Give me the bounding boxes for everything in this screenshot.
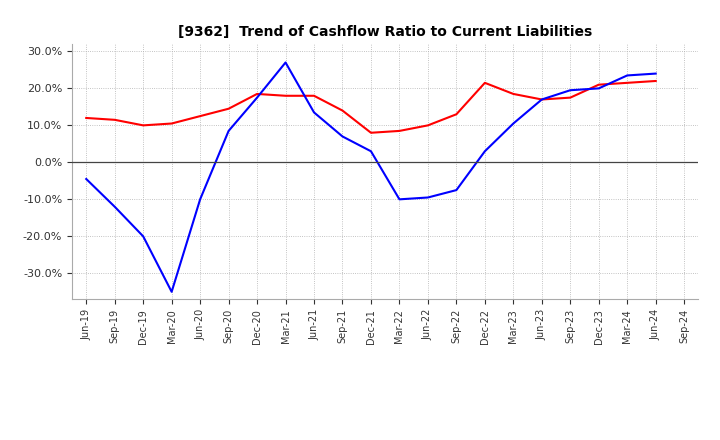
Operating CF to Current Liabilities xyxy=(253,91,261,96)
Free CF to Current Liabilities xyxy=(537,97,546,102)
Title: [9362]  Trend of Cashflow Ratio to Current Liabilities: [9362] Trend of Cashflow Ratio to Curren… xyxy=(178,25,593,39)
Operating CF to Current Liabilities xyxy=(595,82,603,87)
Operating CF to Current Liabilities xyxy=(452,112,461,117)
Free CF to Current Liabilities xyxy=(509,121,518,126)
Free CF to Current Liabilities xyxy=(623,73,631,78)
Line: Operating CF to Current Liabilities: Operating CF to Current Liabilities xyxy=(86,81,656,133)
Legend: Operating CF to Current Liabilities, Free CF to Current Liabilities: Operating CF to Current Liabilities, Fre… xyxy=(162,437,608,440)
Free CF to Current Liabilities xyxy=(196,197,204,202)
Free CF to Current Liabilities xyxy=(139,234,148,239)
Operating CF to Current Liabilities xyxy=(395,128,404,134)
Free CF to Current Liabilities xyxy=(82,176,91,182)
Free CF to Current Liabilities xyxy=(423,195,432,200)
Operating CF to Current Liabilities xyxy=(110,117,119,122)
Free CF to Current Liabilities xyxy=(282,60,290,65)
Free CF to Current Liabilities xyxy=(225,128,233,134)
Free CF to Current Liabilities xyxy=(566,88,575,93)
Free CF to Current Liabilities xyxy=(452,187,461,193)
Free CF to Current Liabilities xyxy=(110,204,119,209)
Free CF to Current Liabilities xyxy=(167,289,176,294)
Operating CF to Current Liabilities xyxy=(338,108,347,113)
Free CF to Current Liabilities xyxy=(595,86,603,91)
Operating CF to Current Liabilities xyxy=(509,91,518,96)
Free CF to Current Liabilities xyxy=(310,110,318,115)
Operating CF to Current Liabilities xyxy=(566,95,575,100)
Free CF to Current Liabilities xyxy=(395,197,404,202)
Line: Free CF to Current Liabilities: Free CF to Current Liabilities xyxy=(86,62,656,292)
Operating CF to Current Liabilities xyxy=(652,78,660,84)
Free CF to Current Liabilities xyxy=(480,149,489,154)
Operating CF to Current Liabilities xyxy=(167,121,176,126)
Operating CF to Current Liabilities xyxy=(623,80,631,85)
Free CF to Current Liabilities xyxy=(366,149,375,154)
Free CF to Current Liabilities xyxy=(652,71,660,76)
Operating CF to Current Liabilities xyxy=(225,106,233,111)
Operating CF to Current Liabilities xyxy=(310,93,318,99)
Free CF to Current Liabilities xyxy=(253,95,261,100)
Operating CF to Current Liabilities xyxy=(282,93,290,99)
Operating CF to Current Liabilities xyxy=(366,130,375,136)
Operating CF to Current Liabilities xyxy=(480,80,489,85)
Operating CF to Current Liabilities xyxy=(537,97,546,102)
Operating CF to Current Liabilities xyxy=(423,123,432,128)
Operating CF to Current Liabilities xyxy=(139,123,148,128)
Free CF to Current Liabilities xyxy=(338,134,347,139)
Operating CF to Current Liabilities xyxy=(196,114,204,119)
Operating CF to Current Liabilities xyxy=(82,115,91,121)
